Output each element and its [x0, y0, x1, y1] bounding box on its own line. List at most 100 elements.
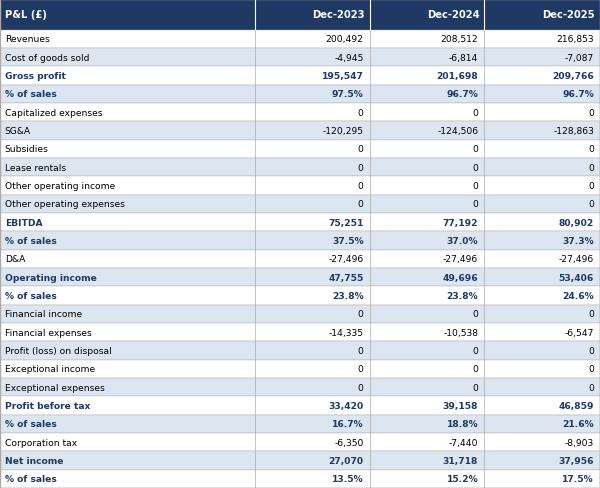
Text: 0: 0	[472, 383, 478, 392]
Bar	[0, 122, 600, 141]
Bar	[0, 49, 600, 67]
Text: -6,350: -6,350	[334, 438, 364, 447]
Text: Other operating expenses: Other operating expenses	[5, 200, 125, 209]
Text: 209,766: 209,766	[552, 72, 594, 81]
Bar	[0, 67, 600, 85]
Text: -128,863: -128,863	[553, 127, 594, 136]
Text: % of sales: % of sales	[5, 420, 56, 428]
Text: Operating income: Operating income	[5, 273, 97, 282]
Text: 17.5%: 17.5%	[562, 474, 594, 483]
Bar	[0, 287, 600, 305]
Text: 0: 0	[588, 310, 594, 319]
Text: -6,814: -6,814	[449, 54, 478, 62]
Text: 21.6%: 21.6%	[562, 420, 594, 428]
Bar	[0, 177, 600, 195]
Text: 0: 0	[358, 163, 364, 172]
Text: 31,718: 31,718	[443, 456, 478, 465]
Bar	[0, 305, 600, 324]
Text: Capitalized expenses: Capitalized expenses	[5, 108, 102, 118]
Text: 0: 0	[358, 200, 364, 209]
Text: 46,859: 46,859	[559, 401, 594, 410]
Text: % of sales: % of sales	[5, 90, 56, 99]
Text: Profit before tax: Profit before tax	[5, 401, 90, 410]
Bar	[0, 195, 600, 214]
Text: 208,512: 208,512	[440, 36, 478, 44]
Bar	[0, 415, 600, 433]
Text: -8,903: -8,903	[565, 438, 594, 447]
Text: 0: 0	[588, 163, 594, 172]
Text: Subsidies: Subsidies	[5, 145, 49, 154]
Text: -27,496: -27,496	[328, 255, 364, 264]
Bar	[0, 378, 600, 397]
Bar	[370, 0, 484, 31]
Text: 0: 0	[588, 108, 594, 118]
Bar	[0, 324, 600, 342]
Text: 37.5%: 37.5%	[332, 237, 364, 245]
Text: 0: 0	[588, 200, 594, 209]
Text: 0: 0	[472, 145, 478, 154]
Text: % of sales: % of sales	[5, 474, 56, 483]
Text: D&A: D&A	[5, 255, 25, 264]
Text: -7,440: -7,440	[449, 438, 478, 447]
Text: 0: 0	[358, 108, 364, 118]
Text: 27,070: 27,070	[328, 456, 364, 465]
Text: 201,698: 201,698	[436, 72, 478, 81]
Bar	[0, 250, 600, 268]
Text: -124,506: -124,506	[437, 127, 478, 136]
Bar	[0, 104, 600, 122]
Text: 77,192: 77,192	[443, 218, 478, 227]
Text: Cost of goods sold: Cost of goods sold	[5, 54, 89, 62]
Text: Financial expenses: Financial expenses	[5, 328, 92, 337]
Text: Other operating income: Other operating income	[5, 182, 115, 191]
Text: 39,158: 39,158	[443, 401, 478, 410]
Text: -120,295: -120,295	[323, 127, 364, 136]
Text: 0: 0	[358, 310, 364, 319]
Text: Exceptional expenses: Exceptional expenses	[5, 383, 104, 392]
Text: -10,538: -10,538	[443, 328, 478, 337]
Text: P&L (£): P&L (£)	[5, 10, 47, 20]
Bar	[0, 470, 600, 488]
Text: -7,087: -7,087	[565, 54, 594, 62]
Text: Gross profit: Gross profit	[5, 72, 65, 81]
Text: Revenues: Revenues	[5, 36, 50, 44]
Text: Lease rentals: Lease rentals	[5, 163, 66, 172]
Text: % of sales: % of sales	[5, 237, 56, 245]
Text: -27,496: -27,496	[443, 255, 478, 264]
Bar	[0, 451, 600, 470]
Text: 47,755: 47,755	[328, 273, 364, 282]
Text: 80,902: 80,902	[559, 218, 594, 227]
Text: 37.0%: 37.0%	[446, 237, 478, 245]
Text: 18.8%: 18.8%	[446, 420, 478, 428]
Text: Dec-2023: Dec-2023	[313, 10, 365, 20]
Text: 0: 0	[358, 365, 364, 374]
Text: % of sales: % of sales	[5, 291, 56, 301]
Text: 0: 0	[588, 182, 594, 191]
Bar	[0, 85, 600, 104]
Bar	[0, 159, 600, 177]
Text: Corporation tax: Corporation tax	[5, 438, 77, 447]
Text: 37,956: 37,956	[559, 456, 594, 465]
Text: -4,945: -4,945	[334, 54, 364, 62]
Bar	[0, 141, 600, 159]
Text: 0: 0	[472, 108, 478, 118]
Bar	[0, 360, 600, 378]
Text: 96.7%: 96.7%	[562, 90, 594, 99]
Text: -6,547: -6,547	[565, 328, 594, 337]
Text: 53,406: 53,406	[559, 273, 594, 282]
Text: 0: 0	[588, 346, 594, 355]
Bar	[0, 214, 600, 232]
Text: 23.8%: 23.8%	[332, 291, 364, 301]
Text: 37.3%: 37.3%	[562, 237, 594, 245]
Bar	[255, 0, 370, 31]
Text: 0: 0	[588, 365, 594, 374]
Bar	[0, 0, 255, 31]
Text: Net income: Net income	[5, 456, 64, 465]
Text: EBITDA: EBITDA	[5, 218, 43, 227]
Text: 200,492: 200,492	[326, 36, 364, 44]
Text: 96.7%: 96.7%	[446, 90, 478, 99]
Text: 16.7%: 16.7%	[332, 420, 364, 428]
Bar	[0, 397, 600, 415]
Bar	[0, 232, 600, 250]
Text: Profit (loss) on disposal: Profit (loss) on disposal	[5, 346, 112, 355]
Text: 13.5%: 13.5%	[332, 474, 364, 483]
